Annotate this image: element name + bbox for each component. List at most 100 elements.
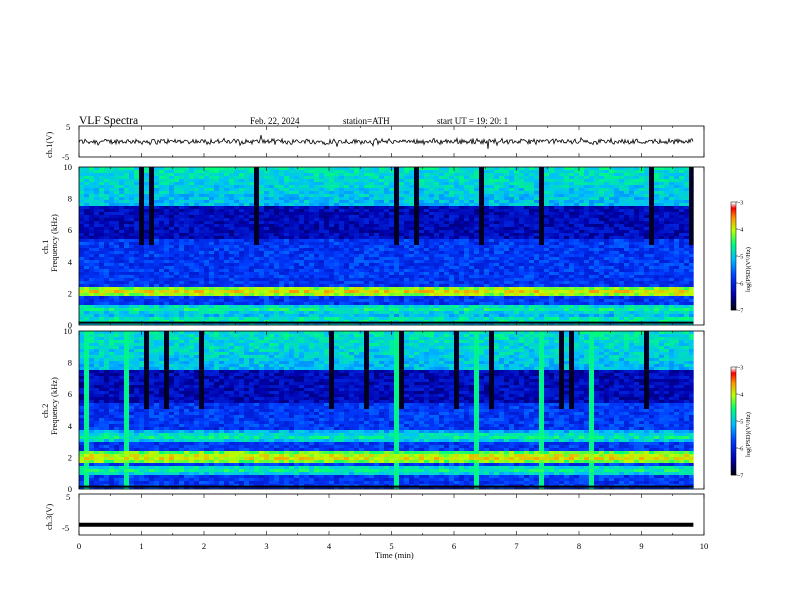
spectrogram-cell	[344, 215, 350, 219]
spectrogram-cell	[674, 194, 680, 198]
spectrogram-cell	[184, 245, 190, 249]
spectrogram-cell	[374, 212, 380, 216]
spectrogram-cell	[79, 194, 85, 198]
spectrogram-cell	[134, 206, 140, 210]
spectrogram-cell	[574, 188, 580, 192]
spectrogram-cell	[479, 260, 485, 264]
spectrogram-cell	[164, 221, 170, 225]
spectrogram-cell	[499, 206, 505, 210]
spectrogram-cell	[139, 281, 145, 285]
spectrogram-cell	[144, 239, 150, 243]
spectrogram-cell	[629, 185, 635, 189]
spectrogram-cell	[494, 221, 500, 225]
spectrogram-cell	[229, 272, 235, 276]
spectrogram-cell	[279, 167, 285, 171]
spectrogram-cell	[299, 173, 305, 177]
spectrogram-cell	[689, 242, 694, 246]
spectrogram-cell	[569, 203, 575, 207]
spectrogram-cell	[144, 206, 150, 210]
spectrogram-cell	[599, 218, 605, 222]
spectrogram-cell	[189, 239, 195, 243]
spectrogram-cell	[559, 167, 565, 171]
spectrogram-cell	[669, 230, 675, 234]
spectrogram-cell	[279, 239, 285, 243]
spectrogram-cell	[624, 269, 630, 273]
spectrogram-cell	[299, 224, 305, 228]
spectrogram-cell	[484, 251, 490, 255]
spectrogram-cell	[509, 224, 515, 228]
spectrogram-cell	[329, 197, 335, 201]
spectrogram-cell	[589, 221, 595, 225]
spectrogram-cell	[99, 236, 105, 240]
spectrogram-cell	[579, 230, 585, 234]
spectrogram-cell	[604, 194, 610, 198]
spectrogram-cell	[279, 212, 285, 216]
spectrogram-cell	[124, 188, 130, 192]
spectrogram-cell	[214, 236, 220, 240]
spectrogram-cell	[184, 173, 190, 177]
spectrogram-cell	[264, 248, 270, 252]
spectrogram-cell	[554, 281, 560, 285]
spectrogram-cell	[124, 236, 130, 240]
spectrogram-cell	[514, 173, 520, 177]
spectrogram-cell	[294, 227, 300, 231]
spectrogram-cell	[539, 194, 545, 198]
spectrogram-cell	[319, 278, 325, 282]
spectrogram-cell	[164, 215, 170, 219]
spectrogram-cell	[379, 233, 385, 237]
spectrogram-cell	[294, 218, 300, 222]
spectrogram-cell	[184, 176, 190, 180]
spectrogram-cell	[509, 233, 515, 237]
spectrogram-cell	[424, 239, 430, 243]
spectrogram-cell	[314, 194, 320, 198]
spectrogram-cell	[394, 224, 400, 228]
spectrogram-cell	[654, 197, 660, 201]
spectrogram-cell	[179, 239, 185, 243]
spectrogram-cell	[404, 263, 410, 267]
spectrogram-cell	[249, 173, 255, 177]
spectrogram-cell	[129, 179, 135, 183]
spectrogram-cell	[569, 257, 575, 261]
spectrogram-cell	[389, 176, 395, 180]
spectrogram-cell	[559, 185, 565, 189]
spectrogram-cell	[369, 236, 375, 240]
spectrogram-cell	[359, 224, 365, 228]
spectrogram-cell	[354, 266, 360, 270]
spectrogram-cell	[559, 218, 565, 222]
spectrogram-cell	[224, 167, 230, 171]
spectrogram-cell	[529, 167, 535, 171]
spectrogram-cell	[434, 179, 440, 183]
spectrogram-cell	[469, 272, 475, 276]
spectrogram-cell	[194, 245, 200, 249]
spectrogram-cell	[89, 260, 95, 264]
spectrogram-cell	[534, 215, 540, 219]
spectrogram-cell	[314, 251, 320, 255]
spectrogram-cell	[574, 248, 580, 252]
spectrogram-cell	[404, 251, 410, 255]
spectrogram-cell	[659, 236, 665, 240]
spectrogram-cell	[664, 251, 670, 255]
spectrogram-cell	[414, 194, 420, 198]
spectrogram-cell	[589, 281, 595, 285]
spectrogram-cell	[689, 167, 694, 171]
spectrogram-cell	[419, 281, 425, 285]
spectrogram-cell	[449, 227, 455, 231]
spectrogram-cell	[414, 209, 420, 213]
spectrogram-cell	[309, 173, 315, 177]
spectrogram-cell	[249, 218, 255, 222]
spectrogram-cell	[569, 224, 575, 228]
spectrogram-cell	[544, 254, 550, 258]
spectrogram-cell	[554, 269, 560, 273]
spectrogram-cell	[489, 182, 495, 186]
spectrogram-cell	[354, 260, 360, 264]
spectrogram-cell	[219, 248, 225, 252]
spectrogram-cell	[274, 170, 280, 174]
spectrogram-cell	[84, 191, 90, 195]
spectrogram-cell	[149, 206, 155, 210]
spectrogram-cell	[314, 197, 320, 201]
spectrogram-cell	[639, 248, 645, 252]
spectrogram-cell	[164, 170, 170, 174]
spectrogram-cell	[324, 254, 330, 258]
spectrogram-cell	[194, 248, 200, 252]
spectrogram-cell	[149, 245, 155, 249]
